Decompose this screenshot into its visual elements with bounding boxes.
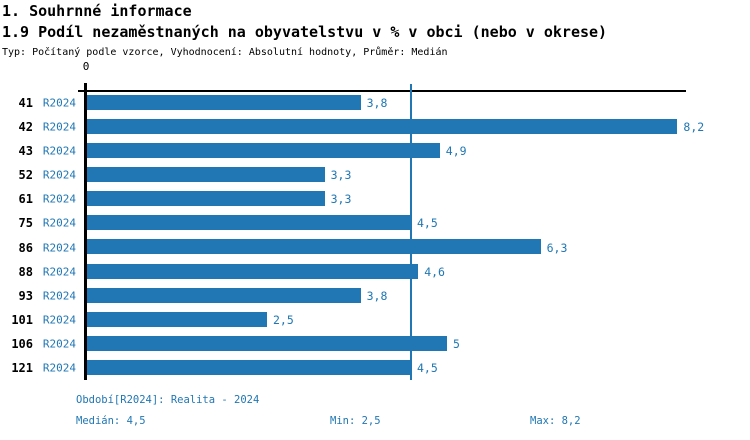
chart-row: 121 R2024 4,5	[0, 356, 750, 380]
row-category-label: 61	[18, 192, 33, 207]
row-category-label: 106	[11, 336, 33, 351]
row-series-label: R2024	[42, 289, 76, 303]
bar	[87, 359, 411, 375]
row-category-label: 42	[18, 120, 33, 135]
chart-row: 52 R2024 3,3	[0, 163, 750, 187]
row-category-label: 121	[11, 360, 33, 375]
row-series-label: R2024	[42, 337, 76, 351]
row-category-label: 101	[11, 312, 33, 327]
chart-row: 101 R2024 2,5	[0, 308, 750, 332]
footer-max-label: Max: 8,2	[530, 415, 581, 427]
row-category-label: 41	[18, 96, 33, 111]
bar-value-label: 4,5	[417, 216, 438, 231]
median-line	[410, 84, 412, 380]
bar-value-label: 5	[453, 336, 460, 351]
chart-row: 88 R2024 4,6	[0, 260, 750, 284]
bar	[87, 191, 325, 207]
chart-row: 75 R2024 4,5	[0, 211, 750, 235]
row-category-label: 86	[18, 240, 33, 255]
bar-value-label: 3,8	[366, 96, 388, 111]
section-heading: 1. Souhrnné informace	[2, 2, 192, 20]
chart-meta-line: Typ: Počítaný podle vzorce, Vyhodnocení:…	[2, 47, 448, 58]
bar	[87, 167, 325, 183]
x-axis-zero-label: 0	[82, 60, 90, 73]
bar-value-label: 8,2	[683, 120, 705, 135]
row-series-label: R2024	[42, 313, 76, 327]
footer-median-label: Medián: 4,5	[76, 415, 146, 427]
bar-value-label: 4,9	[445, 144, 467, 159]
row-category-label: 43	[18, 144, 33, 159]
row-series-label: R2024	[42, 361, 76, 375]
footer-min-label: Min: 2,5	[330, 415, 381, 427]
chart-row: 42 R2024 8,2	[0, 115, 750, 139]
row-category-label: 88	[18, 264, 33, 279]
chart-row: 41 R2024 3,8	[0, 91, 750, 115]
row-series-label: R2024	[42, 144, 76, 158]
chart-rows: 41 R2024 3,8 42 R2024 8,2 43 R2024 4,9 52 R2024 3,3…	[0, 91, 750, 380]
row-series-label: R2024	[42, 265, 76, 279]
row-category-label: 52	[18, 168, 33, 183]
x-axis-line	[78, 90, 686, 92]
bar-value-label: 4,6	[424, 264, 445, 279]
bar	[87, 239, 541, 255]
bar	[87, 143, 440, 159]
bar	[87, 311, 267, 327]
bar	[87, 119, 678, 135]
chart-row: 93 R2024 3,8	[0, 284, 750, 308]
row-series-label: R2024	[42, 120, 76, 134]
row-category-label: 93	[18, 288, 33, 303]
chart-row: 43 R2024 4,9	[0, 139, 750, 163]
chart-row: 61 R2024 3,3	[0, 187, 750, 211]
row-series-label: R2024	[42, 241, 76, 254]
chart-row: 86 R2024 6,3	[0, 235, 750, 259]
bar-value-label: 3,3	[330, 168, 352, 183]
row-series-label: R2024	[42, 168, 76, 182]
bar-value-label: 4,5	[417, 360, 438, 375]
footer-period-label: Období[R2024]: Realita - 2024	[76, 394, 260, 406]
chart-title: 1.9 Podíl nezaměstnaných na obyvatelstvu…	[2, 23, 608, 41]
bar	[87, 95, 361, 110]
bar-value-label: 6,3	[546, 240, 568, 255]
bar-value-label: 3,8	[366, 288, 388, 303]
bar	[87, 335, 447, 351]
bar-value-label: 3,3	[330, 192, 352, 207]
bar-value-label: 2,5	[273, 312, 294, 327]
row-series-label: R2024	[42, 96, 76, 110]
bar	[87, 215, 411, 231]
row-series-label: R2024	[42, 192, 76, 206]
row-category-label: 75	[18, 216, 33, 231]
y-axis-line	[84, 83, 87, 380]
bar	[87, 287, 361, 303]
chart-row: 106 R2024 5	[0, 332, 750, 356]
row-series-label: R2024	[42, 216, 76, 230]
bar	[87, 263, 419, 279]
